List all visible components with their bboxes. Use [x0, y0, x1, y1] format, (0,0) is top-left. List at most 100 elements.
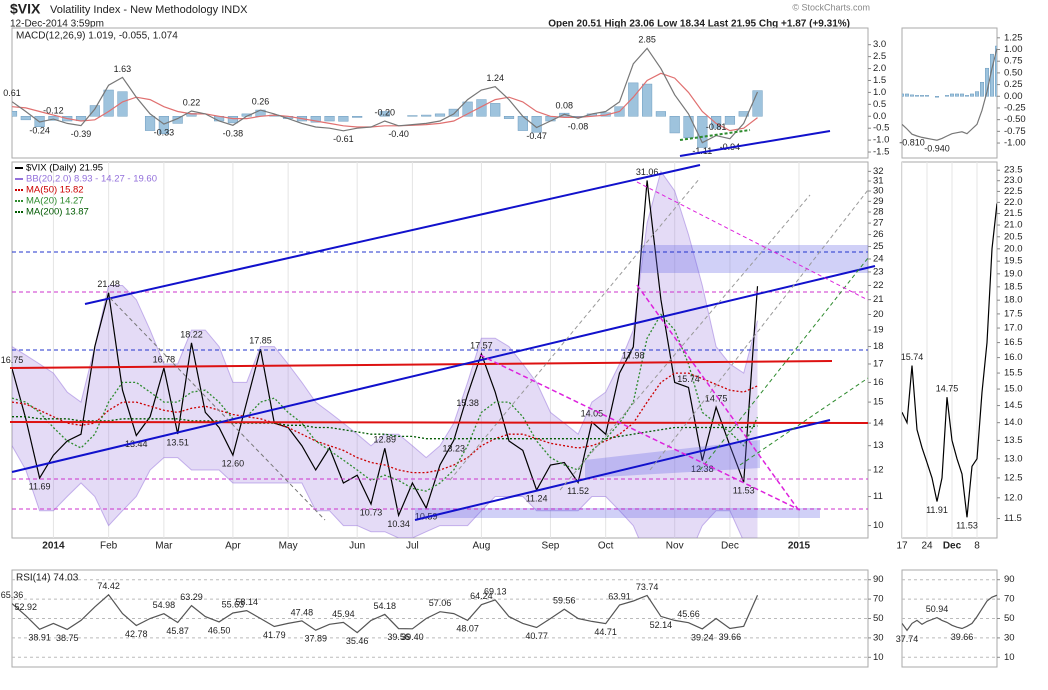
histogram-bar [683, 116, 694, 138]
value-label: 37.89 [304, 634, 327, 644]
value-label: 42.78 [125, 629, 148, 639]
histogram-bar [338, 116, 349, 122]
y-tick-label: 17 [873, 358, 884, 369]
x-tick-label: May [279, 541, 298, 552]
y-tick-label: 70 [1004, 594, 1015, 605]
y-tick-label: 10 [873, 652, 884, 663]
value-label: 10.73 [360, 507, 383, 517]
value-label: 0.61 [3, 88, 21, 98]
histogram-bar [945, 95, 949, 97]
value-label: 31.06 [636, 167, 659, 177]
drawn-annotations [9, 129, 876, 521]
histogram-bar [600, 112, 611, 117]
legend-entry: $VIX (Daily) 21.95 [26, 163, 103, 174]
value-label: 17.85 [249, 336, 272, 346]
histogram-bar [476, 99, 487, 117]
y-tick-label: 0.00 [1004, 91, 1023, 102]
symbol: $VIX [10, 1, 41, 17]
histogram-bar [379, 111, 390, 117]
histogram-bar [915, 95, 919, 97]
value-label: 11.53 [733, 486, 755, 496]
y-tick-label: 27 [873, 218, 884, 229]
value-label: 12.60 [222, 459, 245, 469]
x-tick-label: Apr [225, 541, 241, 552]
y-tick-label: 21.0 [1004, 220, 1023, 231]
series-line [902, 203, 997, 518]
trend-line [649, 189, 869, 471]
x-tick-label: Aug [473, 541, 491, 552]
x-tick-label: Jul [406, 541, 419, 552]
histogram-bar [462, 101, 473, 117]
value-label: 13.51 [166, 437, 189, 447]
value-label: -0.33 [154, 128, 175, 138]
band-lower [12, 445, 743, 538]
y-tick-label: 11.5 [1004, 513, 1022, 524]
y-tick-label: 29 [873, 196, 884, 207]
series-line [12, 180, 759, 518]
value-label: 16.78 [153, 354, 176, 364]
value-label: 0.26 [252, 96, 270, 106]
x-tick-label: Sep [542, 541, 560, 552]
plot-area [12, 47, 763, 148]
y-tick-label: -1.0 [873, 135, 889, 146]
value-label: 38.75 [56, 633, 79, 643]
y-tick-label: 16.0 [1004, 352, 1023, 363]
histogram-bar [970, 93, 974, 97]
x-tick-label: Mar [155, 541, 173, 552]
value-label: 0.08 [555, 101, 573, 111]
legend-entry: MA(200) 13.87 [26, 207, 89, 218]
plot-area [902, 162, 997, 538]
histogram-bar [752, 90, 763, 117]
value-label: 55.63 [222, 599, 245, 609]
histogram-bar [490, 103, 501, 117]
value-label: 47.48 [291, 607, 314, 617]
x-tick-label: 24 [921, 541, 933, 552]
panel-title: MACD(12,26,9) 1.019, -0.055, 1.074 [16, 31, 178, 42]
value-label: -0.40 [388, 129, 409, 139]
y-tick-label: 12.5 [1004, 472, 1023, 483]
histogram-bar [980, 81, 984, 97]
value-label: 58.14 [235, 597, 258, 607]
value-label: 11.24 [526, 493, 548, 503]
y-tick-label: 13.5 [1004, 435, 1023, 446]
value-label: 39.40 [401, 632, 424, 642]
value-label: 52.92 [15, 602, 38, 612]
value-label: 13.23 [443, 444, 466, 454]
value-label: 15.74 [677, 374, 700, 384]
y-tick-label: 1.25 [1004, 32, 1023, 43]
panel [901, 161, 998, 539]
series-line [12, 593, 759, 634]
y-tick-label: 2.5 [873, 51, 886, 62]
trend-line [479, 354, 801, 511]
histogram-bar [324, 116, 335, 122]
y-tick-label: 50 [873, 613, 884, 624]
value-label: 11.53 [956, 521, 978, 531]
y-tick-label: 1.0 [873, 87, 886, 98]
series-line [12, 416, 758, 440]
histogram-bar [89, 105, 100, 117]
y-tick-label: 0.75 [1004, 56, 1023, 67]
x-tick-label: Feb [100, 541, 118, 552]
value-label: 14.75 [705, 394, 728, 404]
y-tick-label: 0.0 [873, 111, 886, 122]
value-label: 14.75 [936, 384, 959, 394]
value-label: 11.52 [567, 486, 589, 496]
value-label: 39.66 [951, 632, 974, 642]
histogram-bar [20, 116, 31, 121]
histogram-bar [227, 116, 238, 124]
value-label: 1.63 [114, 64, 132, 74]
value-label: 16.75 [1, 355, 24, 365]
value-label: 40.77 [525, 631, 548, 641]
trend-line [11, 265, 876, 473]
y-tick-label: 13.0 [1004, 453, 1023, 464]
y-tick-label: 90 [1004, 574, 1015, 585]
value-label: -0.20 [375, 107, 396, 117]
value-label: 45.94 [332, 609, 355, 619]
y-tick-label: 15.0 [1004, 384, 1023, 395]
y-tick-label: 24 [873, 253, 884, 264]
value-label: -0.810 [899, 138, 925, 148]
panel [11, 27, 869, 159]
y-tick-label: -0.25 [1004, 102, 1026, 113]
histogram-bar [975, 91, 979, 97]
